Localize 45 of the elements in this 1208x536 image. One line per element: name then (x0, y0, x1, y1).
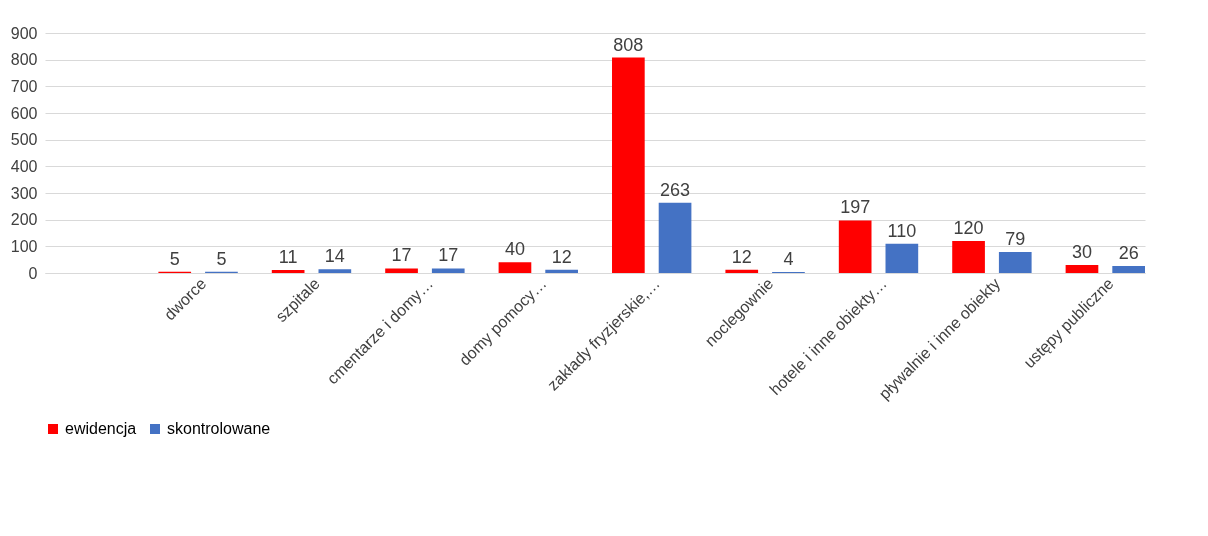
data-label: 30 (1071, 242, 1092, 262)
y-tick-label: 400 (10, 157, 38, 175)
bar (1112, 266, 1145, 273)
data-label: 12 (731, 246, 752, 267)
y-tick-label: 700 (10, 77, 38, 95)
data-label: 17 (438, 245, 459, 266)
data-label: 263 (660, 179, 691, 200)
data-label: 14 (324, 246, 345, 267)
bar (1065, 265, 1099, 273)
bar (545, 269, 578, 273)
data-label: 17 (391, 245, 412, 266)
data-label: 26 (1118, 243, 1139, 264)
data-label: 40 (504, 239, 525, 260)
bar (885, 243, 919, 273)
bar (385, 268, 418, 273)
data-label: 12 (551, 246, 572, 267)
bar (838, 220, 872, 273)
bar (658, 202, 692, 273)
data-label: 110 (887, 220, 917, 241)
legend-label: skontrolowane (167, 420, 271, 437)
y-tick-label: 0 (28, 264, 38, 282)
data-label: 808 (613, 34, 644, 55)
y-tick-label: 800 (10, 51, 38, 69)
bar (498, 262, 532, 273)
bar (612, 57, 645, 273)
data-label: 11 (278, 247, 298, 268)
bar (318, 269, 352, 273)
data-label: 4 (783, 248, 794, 269)
bar (725, 269, 759, 273)
bar (271, 270, 305, 273)
bar (431, 268, 465, 273)
data-label: 5 (216, 248, 227, 269)
data-label: 5 (169, 248, 180, 269)
y-tick-label: 200 (10, 211, 38, 229)
data-label: 197 (840, 197, 871, 218)
data-label: 79 (1005, 228, 1026, 249)
y-tick-label: 500 (10, 131, 38, 149)
y-tick-label: 900 (10, 24, 38, 42)
data-label: 120 (953, 218, 984, 238)
bar (998, 251, 1032, 273)
y-tick-label: 100 (10, 237, 38, 255)
bar (952, 241, 985, 273)
y-tick-label: 300 (10, 184, 38, 202)
legend-label: ewidencja (65, 420, 137, 437)
y-tick-label: 600 (10, 104, 38, 122)
